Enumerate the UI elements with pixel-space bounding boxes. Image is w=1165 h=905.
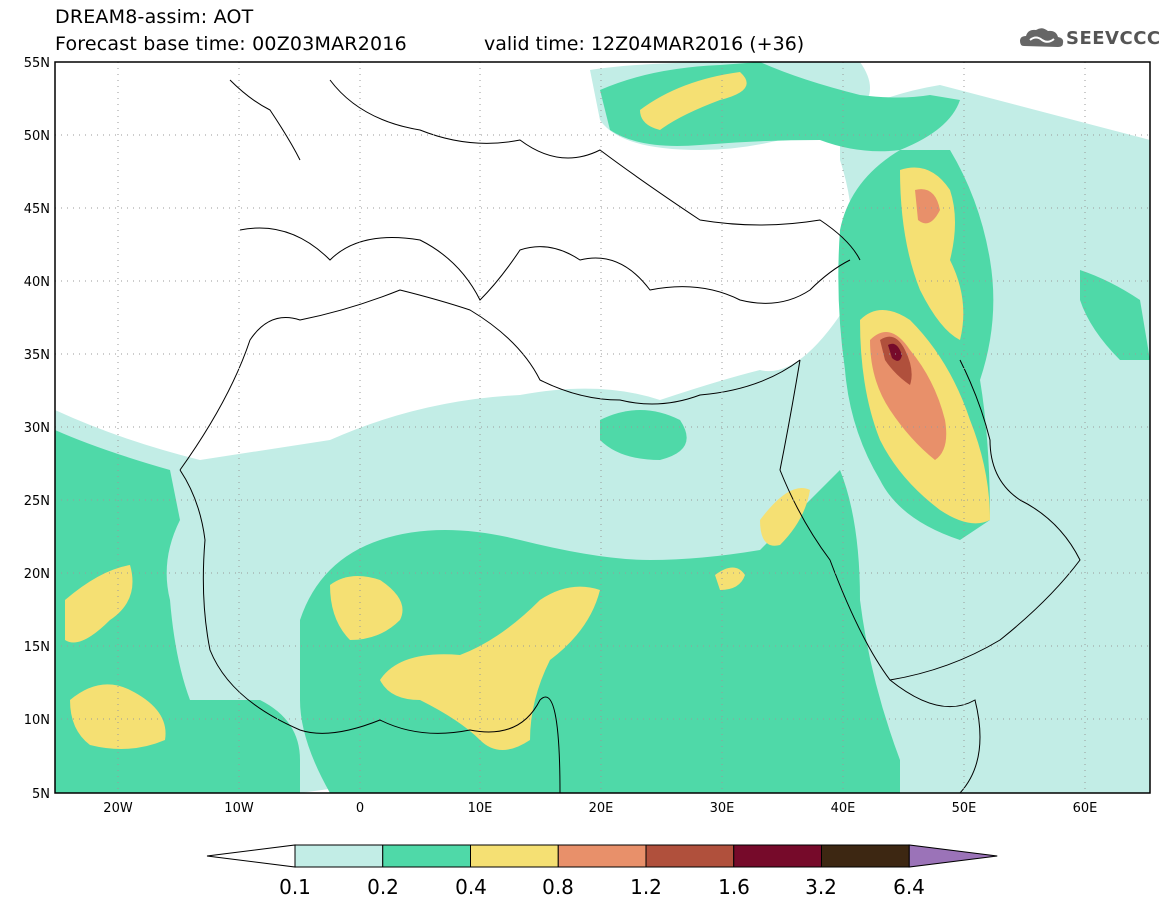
- lon-tick-label: 30E: [710, 801, 735, 816]
- colorbar: [206, 844, 998, 868]
- colorbar-label: 6.4: [893, 875, 925, 899]
- lat-tick-label: 35N: [24, 348, 50, 363]
- colorbar-segment: [821, 844, 910, 868]
- gridlines: [55, 62, 1150, 793]
- lon-tick-label: 40E: [831, 801, 856, 816]
- forecast-base-time: Forecast base time: 00Z03MAR2016: [55, 33, 407, 55]
- lat-tick-label: 5N: [32, 787, 50, 802]
- aot-band-0.8: [915, 189, 940, 224]
- lon-tick-label: 60E: [1073, 801, 1098, 816]
- lat-tick-label: 40N: [24, 275, 50, 290]
- map-frame: [54, 61, 1151, 794]
- colorbar-label: 3.2: [805, 875, 837, 899]
- aot-band-0.4: [900, 167, 964, 340]
- coastlines: [179, 79, 1081, 793]
- aot-band-0.4: [65, 565, 133, 643]
- lat-tick-label: 50N: [24, 129, 50, 144]
- colorbar-label: 1.2: [630, 875, 662, 899]
- colorbar-label: 0.1: [279, 875, 311, 899]
- aot-band-0.4: [760, 488, 810, 546]
- lat-tick-label: 55N: [24, 56, 50, 71]
- lat-tick-label: 25N: [24, 494, 50, 509]
- aot-band-0.4: [380, 586, 600, 750]
- lat-tick-label: 45N: [24, 202, 50, 217]
- title-product: DREAM8-assim: AOT: [55, 6, 254, 28]
- logo-text: SEEVCCC: [1066, 28, 1161, 49]
- aot-band-0.2: [600, 410, 687, 460]
- lat-tick-label: 15N: [24, 640, 50, 655]
- lat-tick-label: 10N: [24, 713, 50, 728]
- aot-field: [55, 62, 1150, 793]
- lat-axis: 55N 50N 45N 40N 35N 30N 25N 20N 15N 10N …: [24, 56, 50, 802]
- aot-band-1.6: [888, 343, 902, 361]
- colorbar-segment: [733, 844, 822, 868]
- colorbar-segment: [557, 844, 647, 868]
- colorbar-segment: [470, 844, 559, 868]
- cloud-icon: [1020, 28, 1064, 47]
- lon-tick-label: 10E: [468, 801, 493, 816]
- aot-band-0.2: [1080, 270, 1150, 360]
- aot-band-0.4: [640, 72, 747, 130]
- lon-tick-label: 10W: [224, 801, 254, 816]
- colorbar-label: 0.4: [455, 875, 487, 899]
- colorbar-label: 1.6: [718, 875, 750, 899]
- colorbar-segment: [206, 844, 296, 868]
- lon-tick-label: 50E: [952, 801, 977, 816]
- colorbar-label: 0.8: [542, 875, 574, 899]
- aot-band-0.4: [330, 576, 403, 640]
- colorbar-segment: [645, 844, 735, 868]
- lat-tick-label: 20N: [24, 567, 50, 582]
- lon-tick-label: 0: [356, 801, 364, 816]
- colorbar-label: 0.2: [367, 875, 399, 899]
- colorbar-segment: [294, 844, 384, 868]
- lon-tick-label: 20E: [589, 801, 614, 816]
- lon-axis: 20W 10W 0 10E 20E 30E 40E 50E 60E: [103, 801, 1097, 816]
- aot-band-1.2: [880, 336, 912, 385]
- colorbar-segment: [382, 844, 471, 868]
- colorbar-labels: 0.1 0.2 0.4 0.8 1.2 1.6 3.2 6.4: [279, 875, 925, 899]
- colorbar-segment: [908, 844, 998, 868]
- lat-tick-label: 30N: [24, 421, 50, 436]
- valid-time: valid time: 12Z04MAR2016 (+36): [484, 33, 805, 55]
- lon-tick-label: 20W: [103, 801, 133, 816]
